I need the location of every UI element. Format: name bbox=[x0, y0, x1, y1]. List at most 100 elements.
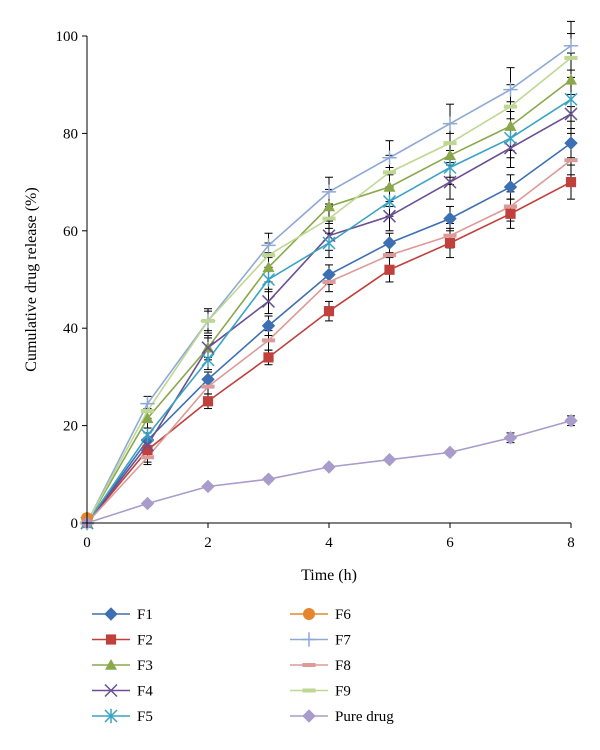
legend-label: F6 bbox=[335, 607, 351, 623]
legend-label: F2 bbox=[137, 633, 153, 649]
legend-item-f8: F8 bbox=[290, 658, 351, 674]
legend-label: F4 bbox=[137, 684, 153, 700]
data-point-f3 bbox=[141, 412, 154, 424]
data-point-f3 bbox=[444, 149, 456, 161]
data-point-pure-drug bbox=[201, 479, 215, 494]
data-point-f5 bbox=[503, 131, 518, 146]
legend-label: F7 bbox=[335, 633, 351, 649]
data-point-f8 bbox=[322, 279, 336, 284]
data-point-f5 bbox=[564, 92, 578, 107]
data-point-f9 bbox=[140, 408, 155, 413]
legend-item-f5: F5 bbox=[92, 708, 153, 725]
legend-swatch-marker bbox=[105, 659, 117, 670]
data-point-f2 bbox=[444, 237, 456, 249]
data-point-f8 bbox=[201, 384, 215, 389]
data-point-f9 bbox=[322, 216, 336, 221]
x-tick-label: 2 bbox=[204, 535, 212, 551]
x-axis-title: Time (h) bbox=[301, 567, 357, 584]
data-point-f3 bbox=[504, 120, 517, 131]
data-point-f3 bbox=[323, 200, 335, 212]
legend-label: F3 bbox=[137, 658, 153, 674]
data-point-f1 bbox=[564, 136, 578, 150]
data-point-pure-drug bbox=[322, 460, 336, 474]
legend-item-f6: F6 bbox=[290, 607, 351, 623]
data-point-f5 bbox=[140, 428, 155, 443]
data-point-f5 bbox=[443, 160, 457, 175]
x-tick-label: 0 bbox=[83, 535, 91, 551]
legend-item-f4: F4 bbox=[92, 684, 153, 700]
data-point-f7 bbox=[563, 38, 579, 53]
data-point-f9 bbox=[382, 170, 397, 175]
data-point-f8 bbox=[564, 158, 578, 163]
data-point-f7 bbox=[442, 116, 458, 131]
y-tick-label: 80 bbox=[63, 126, 78, 142]
legend: F1 F2 F3 F4 F5 F6 F7 F8 F9 Pure drug bbox=[92, 607, 394, 725]
legend-label: F5 bbox=[137, 709, 153, 725]
data-point-f9 bbox=[201, 318, 215, 323]
legend-swatch-marker bbox=[105, 634, 117, 645]
legend-item-pure-drug: Pure drug bbox=[290, 709, 394, 725]
legend-label: Pure drug bbox=[335, 709, 394, 725]
legend-label: F9 bbox=[335, 684, 351, 700]
data-point-f9 bbox=[564, 55, 578, 60]
legend-swatch-marker bbox=[302, 663, 316, 667]
data-point-f8 bbox=[503, 204, 518, 209]
data-point-f1 bbox=[503, 180, 518, 194]
data-point-f4 bbox=[443, 175, 457, 189]
legend-swatch-marker bbox=[104, 683, 118, 698]
data-point-pure-drug bbox=[382, 452, 397, 467]
legend-label: F8 bbox=[335, 658, 351, 674]
data-point-pure-drug bbox=[261, 472, 276, 486]
legend-swatch-marker bbox=[301, 632, 317, 647]
data-point-pure-drug bbox=[564, 414, 578, 428]
legend-label: F1 bbox=[137, 607, 153, 623]
legend-item-f7: F7 bbox=[290, 632, 351, 649]
x-tick-label: 6 bbox=[446, 535, 454, 551]
data-point-pure-drug bbox=[140, 496, 155, 511]
data-point-f2 bbox=[505, 208, 516, 219]
ticks: 0 20 40 60 80 100 0 2 4 6 8 bbox=[56, 29, 575, 551]
data-point-f7 bbox=[321, 184, 337, 200]
data-point-f2 bbox=[323, 306, 335, 317]
x-tick-label: 4 bbox=[325, 535, 333, 551]
data-point-f4 bbox=[261, 294, 276, 308]
data-point-f4 bbox=[382, 209, 397, 223]
data-point-f8 bbox=[382, 253, 397, 258]
x-tick-label: 8 bbox=[567, 535, 575, 551]
data-point-f7 bbox=[503, 82, 518, 97]
legend-swatch-marker bbox=[302, 709, 316, 723]
data-point-f2 bbox=[202, 396, 214, 407]
data-point-f4 bbox=[503, 141, 518, 155]
legend-swatch-marker bbox=[104, 607, 118, 621]
data-point-f8 bbox=[261, 338, 276, 343]
data-point-f1 bbox=[443, 211, 457, 226]
y-tick-label: 40 bbox=[63, 321, 78, 337]
legend-item-f9: F9 bbox=[290, 684, 351, 700]
data-point-f1 bbox=[261, 319, 276, 333]
data-point-f9 bbox=[503, 104, 518, 109]
data-point-f2 bbox=[142, 444, 153, 456]
data-point-f8 bbox=[443, 233, 457, 238]
data-point-f4 bbox=[564, 107, 578, 121]
data-point-f5 bbox=[382, 194, 397, 209]
data-point-f7 bbox=[261, 238, 276, 253]
legend-item-f2: F2 bbox=[92, 633, 153, 649]
legend-swatch-marker bbox=[104, 708, 118, 724]
y-tick-label: 100 bbox=[56, 29, 79, 45]
data-point-f5 bbox=[322, 235, 336, 251]
data-point-f2 bbox=[384, 264, 395, 275]
legend-item-f3: F3 bbox=[92, 658, 153, 674]
data-point-f9 bbox=[443, 141, 457, 146]
data-point-f3 bbox=[262, 261, 275, 273]
data-point-f8 bbox=[140, 455, 155, 460]
legend-swatch-marker bbox=[303, 608, 315, 620]
data-point-f4 bbox=[201, 341, 215, 355]
data-point-pure-drug bbox=[503, 431, 518, 445]
data-point-f2 bbox=[263, 352, 274, 363]
data-point-f2 bbox=[565, 177, 577, 188]
data-point-f7 bbox=[382, 150, 397, 165]
data-point-f3 bbox=[565, 73, 577, 85]
data-point-f3 bbox=[383, 180, 396, 192]
data-point-f1 bbox=[382, 236, 397, 250]
